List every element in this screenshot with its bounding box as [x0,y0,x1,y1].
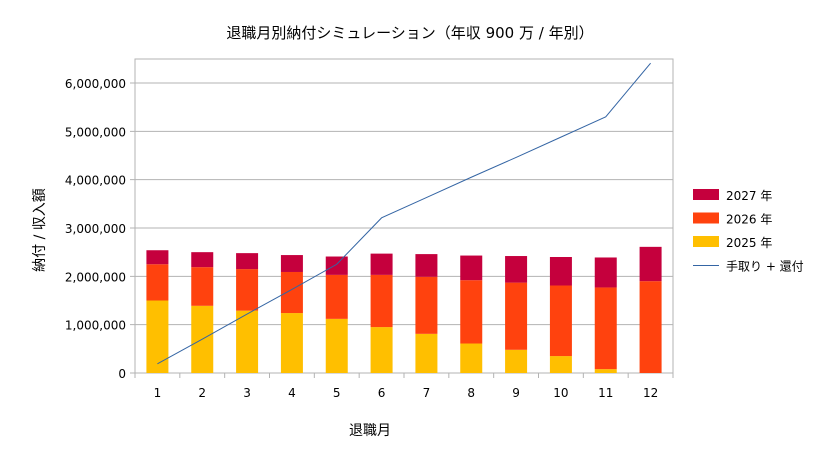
legend-label: 2025 年 [726,236,772,250]
x-tick-label: 3 [243,386,251,400]
line-takehome-refund [157,63,650,364]
bar-2025年-1 [146,301,168,374]
bar-2025年-8 [460,344,482,373]
bar-2026年-2 [191,267,213,306]
x-tick-label: 9 [512,386,520,400]
y-tick-label: 2,000,000 [65,270,126,284]
legend-swatch [693,213,719,224]
x-tick-label: 5 [333,386,341,400]
x-tick-label: 4 [288,386,296,400]
bar-2026年-6 [371,275,393,327]
y-tick-label: 6,000,000 [65,77,126,91]
x-axis-label: 退職月 [349,423,391,439]
bar-2026年-8 [460,280,482,343]
y-tick-label: 1,000,000 [65,319,126,333]
legend-label: 2027 年 [726,189,772,203]
x-tick-label: 11 [598,386,613,400]
bar-2025年-10 [550,356,572,373]
bar-2027年-5 [326,257,348,275]
bar-2026年-3 [236,269,258,311]
line-series [157,63,650,364]
x-tick-label: 1 [154,386,162,400]
bar-2025年-3 [236,311,258,373]
x-tick-label: 10 [553,386,568,400]
bar-2026年-10 [550,286,572,357]
y-tick-label: 3,000,000 [65,222,126,236]
y-tick-label: 0 [118,367,126,381]
bar-2026年-4 [281,272,303,313]
bar-2027年-2 [191,252,213,267]
bar-2025年-4 [281,313,303,373]
bar-2027年-12 [640,247,662,281]
bar-2025年-9 [505,350,527,373]
x-tick-label: 7 [423,386,431,400]
y-tick-label: 4,000,000 [65,174,126,188]
bar-2027年-11 [595,257,617,287]
bar-2026年-1 [146,264,168,300]
bar-2027年-3 [236,253,258,269]
bar-2027年-10 [550,257,572,286]
x-tick-label: 6 [378,386,386,400]
bar-2025年-6 [371,327,393,373]
bar-2025年-7 [415,334,437,373]
legend-label: 2026 年 [726,213,772,227]
legend-swatch [693,189,719,200]
chart-title: 退職月別納付シミュレーション（年収 900 万 / 年別） [226,24,593,42]
x-tick-label: 12 [643,386,658,400]
bar-2027年-7 [415,254,437,277]
x-tick-label: 8 [467,386,475,400]
plot-frame [135,59,673,373]
bar-2026年-9 [505,283,527,350]
bar-2026年-7 [415,277,437,334]
bar-2027年-8 [460,256,482,281]
bar-2025年-11 [595,369,617,373]
y-axis-label: 納付 / 収入額 [32,188,48,272]
bar-2026年-12 [640,281,662,373]
bar-2026年-5 [326,275,348,319]
bar-2026年-11 [595,287,617,369]
y-tick-label: 5,000,000 [65,125,126,139]
bar-2027年-6 [371,254,393,275]
bar-2027年-9 [505,256,527,283]
x-tick-label: 2 [198,386,206,400]
bars [146,247,661,373]
bar-2027年-4 [281,255,303,272]
bar-2027年-1 [146,250,168,264]
bar-2025年-5 [326,319,348,373]
legend-swatch [693,236,719,247]
legend-label: 手取り + 還付 [726,260,804,274]
